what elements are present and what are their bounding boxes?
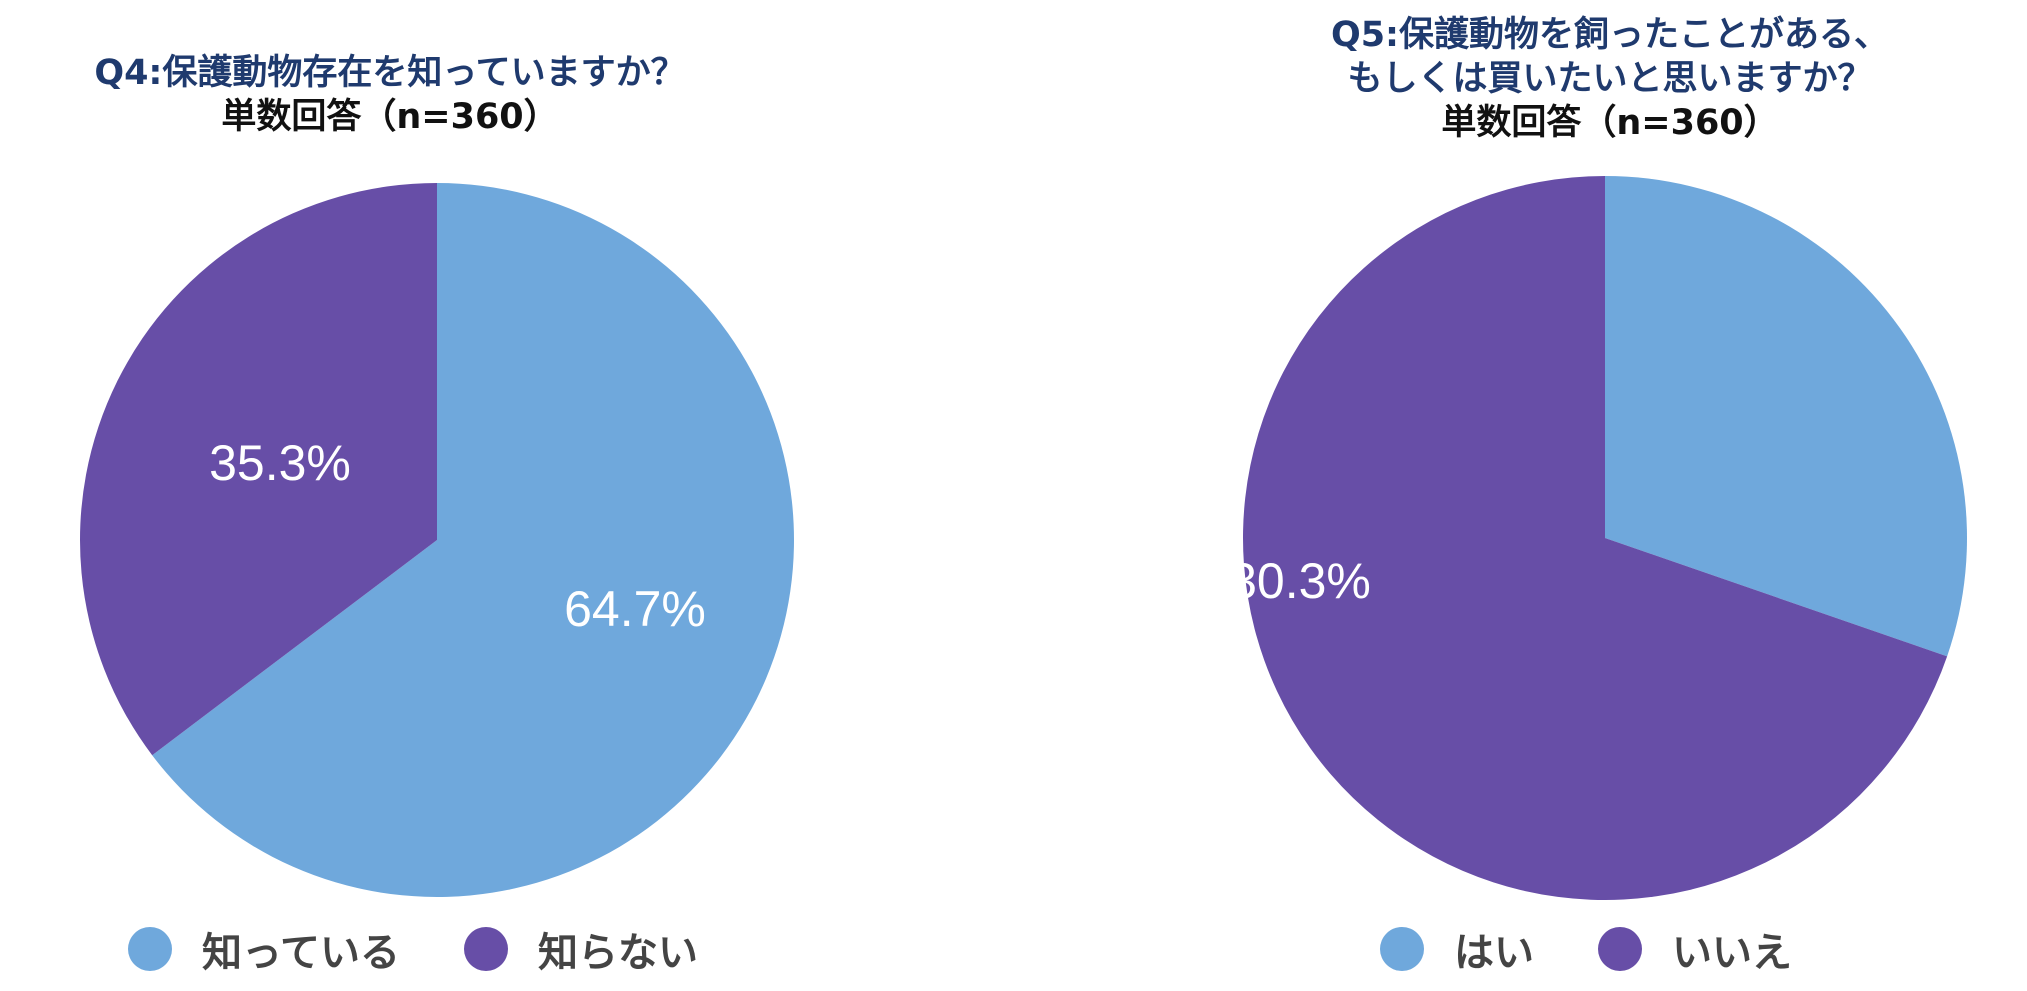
pie-slice-1 bbox=[152, 183, 794, 898]
chart-subtitle: 単数回答（n=360） bbox=[1441, 102, 1779, 143]
legend-label: いいえ bbox=[1672, 930, 1792, 976]
legend-item-hai: はい bbox=[1380, 920, 1534, 978]
chart-title: Q5:保護動物を飼ったことがある、 もしくは買いたいと思いますか？ 単数回答（n… bbox=[1180, 14, 2027, 145]
chart-title: Q4:保護動物存在を知っていますか？ 単数回答（n=360） bbox=[30, 52, 750, 140]
slice-value-label-1: 64.7% bbox=[564, 581, 706, 637]
legend-swatch bbox=[128, 927, 172, 971]
chart-title-question-line-2: もしくは買いたいと思いますか？ bbox=[1347, 58, 1873, 99]
slice-value-label-2: 30.3% bbox=[1229, 553, 1371, 609]
chart-title-question-line-1: Q5:保護動物を飼ったことがある、 bbox=[1330, 15, 1890, 55]
legend-label: はい bbox=[1454, 930, 1534, 976]
legend-item-shitteiru: 知っている bbox=[128, 920, 400, 978]
pie-slice-1 bbox=[1605, 176, 1967, 657]
legend: はい いいえ bbox=[1380, 920, 1856, 978]
legend-swatch bbox=[1380, 927, 1424, 971]
slice-value-label-2: 35.3% bbox=[209, 435, 351, 491]
chart-q4: Q4:保護動物存在を知っていますか？ 単数回答（n=360） 64.7% 35.3… bbox=[0, 0, 1000, 991]
chart-q5: Q5:保護動物を飼ったことがある、 もしくは買いたいと思いますか？ 単数回答（n… bbox=[1180, 0, 2027, 991]
chart-subtitle: 単数回答（n=360） bbox=[221, 96, 559, 137]
pie-slice-2 bbox=[79, 183, 437, 756]
legend-label: 知らない bbox=[538, 930, 698, 976]
legend: 知っている 知らない bbox=[128, 920, 762, 978]
legend-label: 知っている bbox=[202, 930, 400, 976]
legend-item-shiranai: 知らない bbox=[464, 920, 698, 978]
legend-item-iie: いいえ bbox=[1598, 920, 1792, 978]
legend-swatch bbox=[1598, 927, 1642, 971]
pie-chart-q5: 69.7%30.3% bbox=[1229, 176, 1967, 901]
chart-title-question: Q4:保護動物存在を知っていますか？ bbox=[94, 53, 686, 93]
legend-swatch bbox=[464, 927, 508, 971]
pie-slice-2 bbox=[1243, 176, 1948, 901]
pie-chart-q4: 64.7% 35.3% bbox=[79, 183, 794, 898]
